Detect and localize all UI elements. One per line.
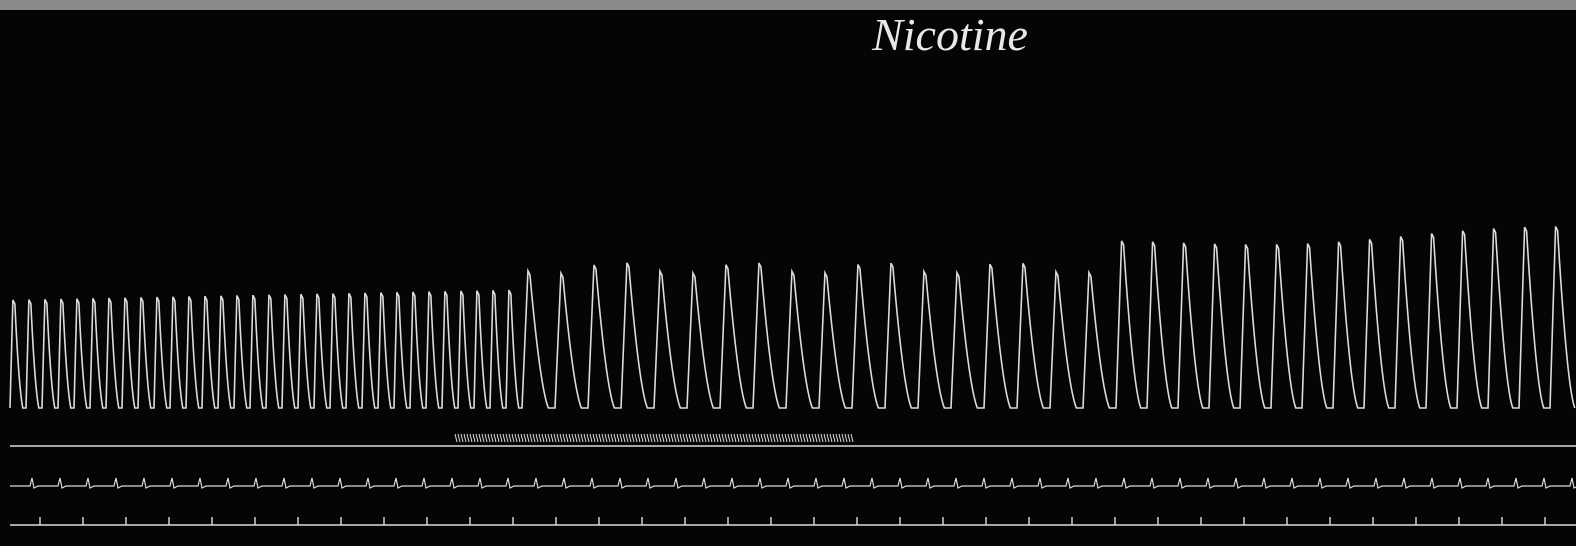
page: Nicotine (() => { const data = JSON.pars…: [0, 0, 1576, 546]
handwritten-title: Nicotine: [871, 9, 1028, 60]
top-edge: [0, 0, 1576, 10]
kymograph-record: Nicotine: [0, 0, 1576, 546]
background: [0, 0, 1576, 546]
